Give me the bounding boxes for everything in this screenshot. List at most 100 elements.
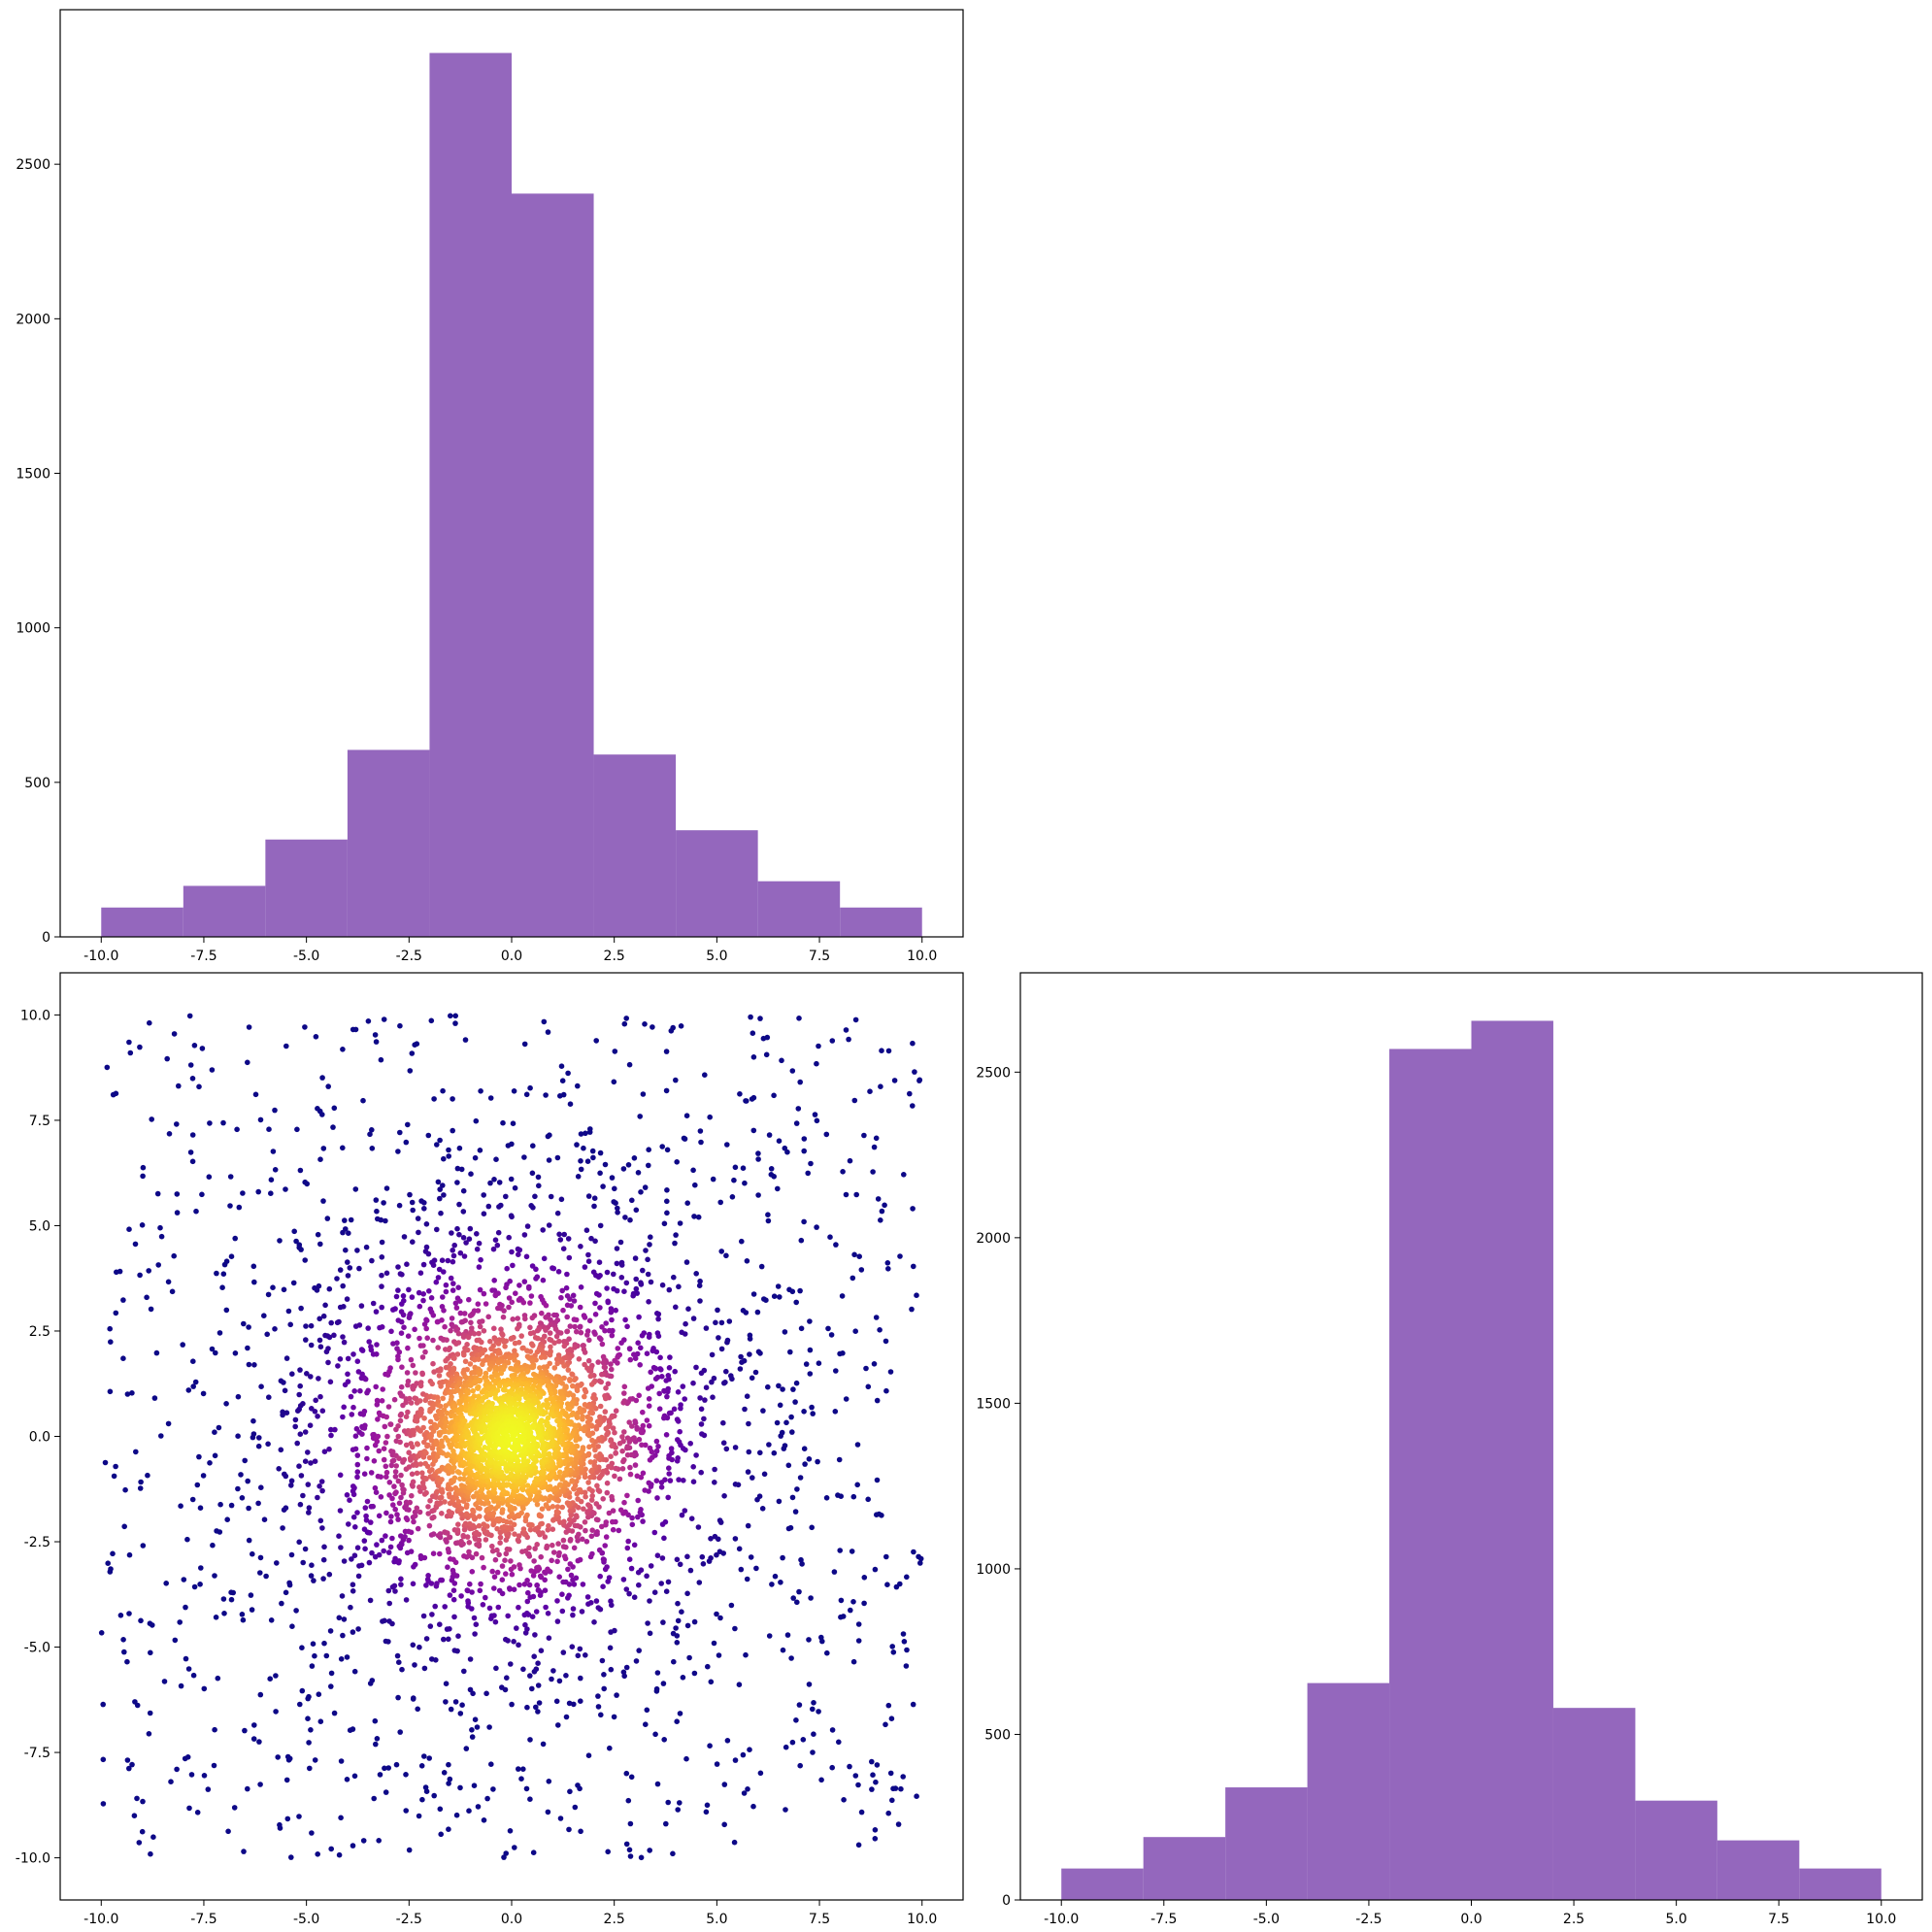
scatter-point [582, 1315, 588, 1320]
scatter-point [211, 1762, 217, 1769]
scatter-point [589, 1527, 595, 1533]
scatter-point [445, 1437, 451, 1444]
scatter-point [133, 1449, 139, 1455]
scatter-point [557, 1482, 563, 1487]
scatter-point [392, 1469, 399, 1475]
scatter-point [698, 1139, 704, 1146]
scatter-point [315, 1851, 321, 1857]
scatter-point [108, 1566, 114, 1572]
scatter-point [476, 1356, 482, 1362]
scatter-point [645, 1620, 650, 1626]
scatter-point [171, 1031, 178, 1037]
scatter-point [766, 1633, 773, 1639]
scatter-point [646, 1147, 651, 1152]
scatter-point [538, 1521, 544, 1527]
scatter-point [587, 1459, 594, 1465]
scatter-point [623, 1280, 630, 1286]
scatter-point [467, 1520, 473, 1527]
scatter-point [439, 1317, 445, 1323]
scatter-point [712, 1533, 718, 1540]
scatter-point [794, 1486, 800, 1492]
scatter-point [272, 1107, 278, 1114]
scatter-point [582, 1402, 588, 1408]
scatter-point [713, 1319, 718, 1326]
scatter-point [126, 1039, 132, 1046]
scatter-point [658, 1581, 664, 1586]
scatter-point [600, 1183, 606, 1189]
scatter-point [841, 1797, 847, 1803]
scatter-point [550, 1668, 556, 1674]
scatter-point [300, 1492, 306, 1499]
scatter-point [467, 1686, 474, 1693]
hist-top-ytick-label: 1500 [16, 467, 50, 483]
scatter-point [328, 1426, 334, 1433]
scatter-point [419, 1371, 426, 1378]
scatter-point [461, 1668, 467, 1675]
scatter-point [555, 1329, 561, 1335]
scatter-point [344, 1492, 350, 1498]
scatter-point [139, 1828, 146, 1835]
scatter-point [419, 1354, 426, 1360]
scatter-point [421, 1206, 427, 1212]
scatter-point [574, 1142, 580, 1148]
scatter-point [612, 1185, 617, 1192]
scatter-point [621, 1499, 627, 1506]
scatter-point [538, 1354, 545, 1360]
scatter-point [214, 1270, 219, 1277]
scatter-point [541, 1255, 548, 1262]
scatter-point [200, 1473, 207, 1479]
scatter-point [396, 1558, 402, 1564]
scatter-point [558, 1196, 565, 1203]
scatter-point [578, 1329, 584, 1336]
scatter-point [341, 1558, 348, 1564]
scatter-point [228, 1596, 235, 1603]
scatter-point [469, 1569, 476, 1575]
scatter-point [421, 1416, 427, 1421]
scatter-point [316, 1483, 322, 1489]
scatter-point [626, 1847, 633, 1853]
scatter-point [426, 1522, 433, 1529]
scatter-point [585, 1480, 591, 1485]
scatter-point [661, 1220, 668, 1227]
scatter-point [599, 1324, 605, 1330]
scatter-point [795, 1106, 802, 1112]
scatter-point [340, 1632, 346, 1639]
scatter-point [456, 1201, 462, 1208]
scatter-point [423, 1325, 430, 1332]
scatter-point [452, 1020, 458, 1026]
scatter-point [697, 1395, 703, 1401]
scatter-point [287, 1321, 294, 1328]
scatter-point [696, 1282, 703, 1288]
scatter-point [625, 1538, 631, 1545]
scatter-point [467, 1361, 474, 1367]
scatter-point [654, 1781, 661, 1787]
scatter-point [522, 1316, 528, 1322]
scatter-point [679, 1609, 684, 1615]
scatter-point [265, 1441, 271, 1448]
scatter-point [478, 1088, 483, 1094]
scatter-point [497, 1540, 503, 1546]
scatter-point [246, 1361, 252, 1368]
scatter-point [895, 1821, 902, 1827]
scatter-point [437, 1806, 444, 1813]
scatter-point [749, 1096, 755, 1102]
scatter-point [442, 1323, 448, 1330]
scatter-point [656, 1390, 662, 1397]
scatter-point [351, 1484, 357, 1491]
scatter-point [687, 1567, 694, 1574]
scatter-point [499, 1684, 505, 1690]
scatter-point [383, 1217, 388, 1224]
scatter-point [605, 1299, 612, 1306]
scatter-point [140, 1173, 146, 1180]
scatter-point [429, 1612, 435, 1617]
scatter-point [481, 1211, 487, 1216]
scatter-point [422, 1349, 428, 1355]
scatter-point [396, 1500, 403, 1507]
scatter-point [674, 1718, 680, 1724]
scatter-point [557, 1237, 564, 1243]
scatter-point [340, 1229, 346, 1236]
scatter-point [608, 1453, 614, 1459]
scatter-point [166, 1131, 173, 1137]
scatter-point [771, 1449, 778, 1456]
scatter-point [379, 1283, 384, 1289]
